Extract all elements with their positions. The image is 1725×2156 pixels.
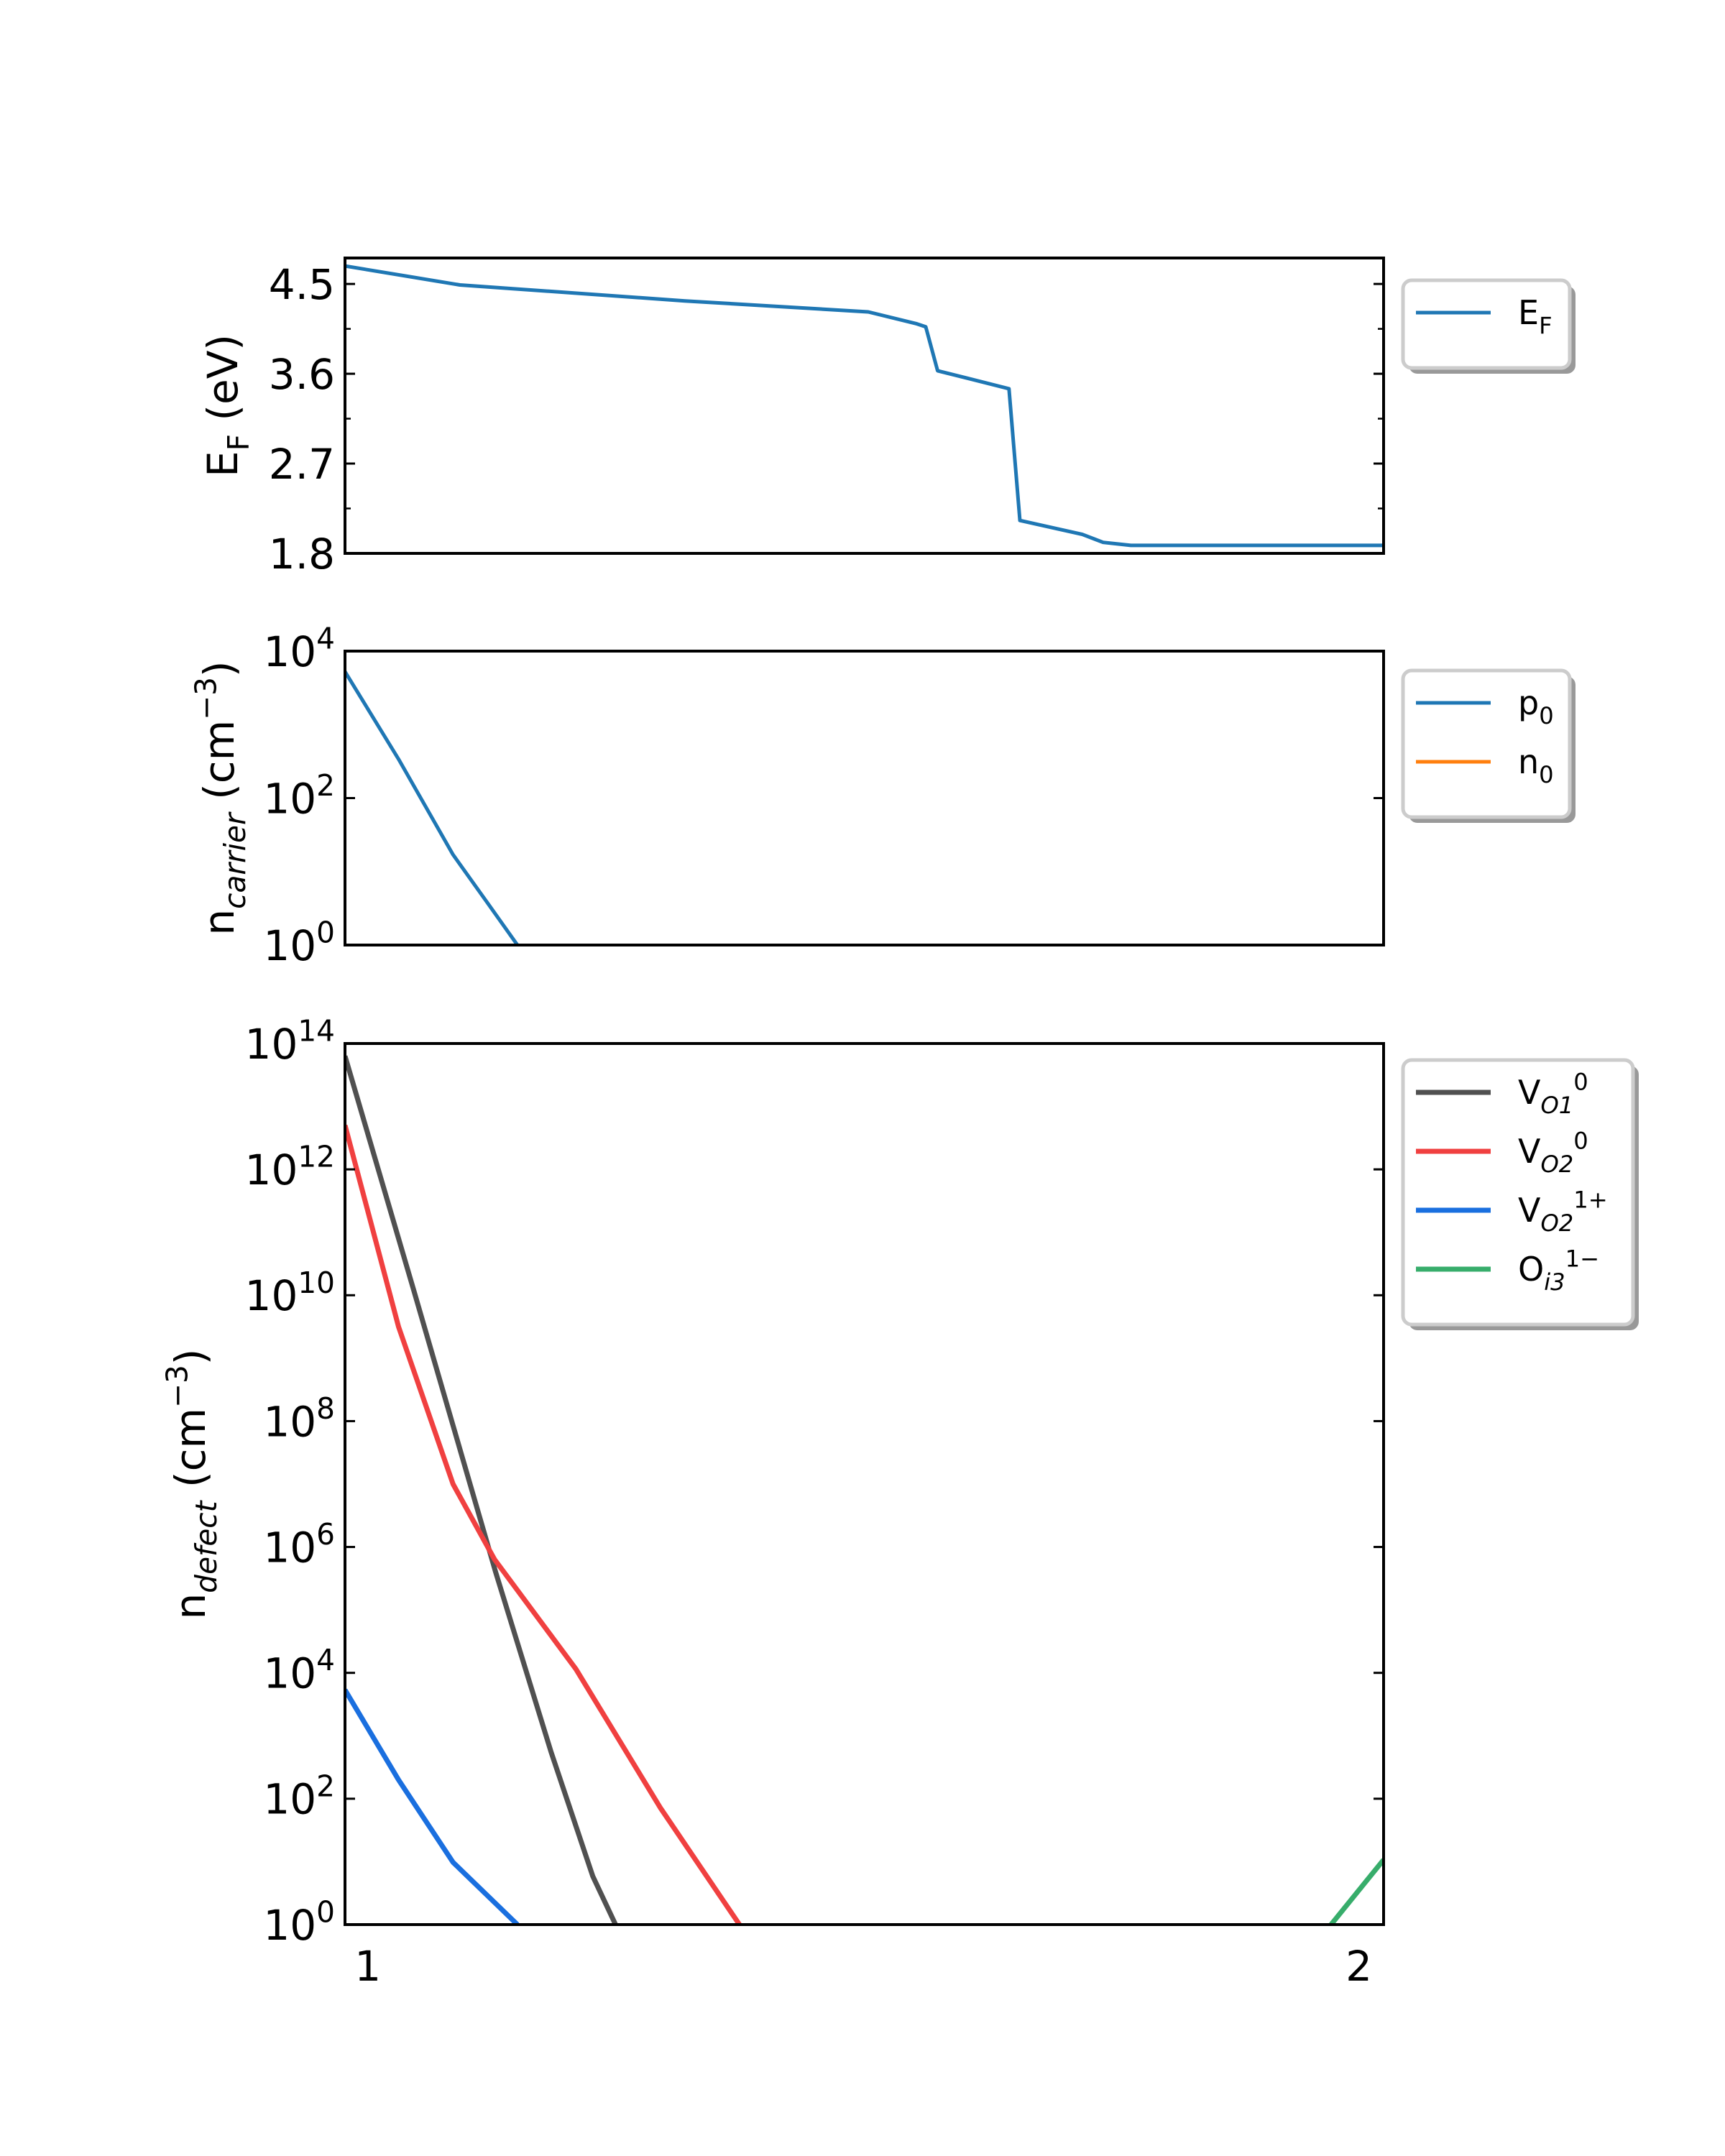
y-tick-label: 4.5 (269, 260, 335, 309)
label-part: (eV) (198, 334, 247, 434)
label-part: 0 (316, 1895, 335, 1930)
label-part: 10 (263, 1901, 316, 1950)
legend: EF (1401, 278, 1576, 374)
label-part: ) (195, 660, 244, 677)
y-tick-label: 102 (263, 768, 335, 823)
label-part: F (221, 434, 256, 451)
series-line (345, 1688, 520, 1925)
fermi-level-panel: 1.82.73.64.5EF (eV)EF (198, 257, 1576, 579)
label-part: F (1539, 312, 1552, 339)
label-part: 6 (316, 1517, 335, 1552)
label-part: E (198, 451, 247, 477)
label-part: i3 (1544, 1268, 1565, 1296)
series-line (345, 264, 1384, 548)
label-part: 14 (298, 1014, 335, 1049)
label-part: n (166, 1593, 215, 1620)
label-part: V (1518, 1073, 1541, 1112)
label-part: 2 (316, 1769, 335, 1803)
legend-label: n0 (1518, 742, 1554, 788)
label-part: 10 (245, 1146, 298, 1194)
label-part: 10 (298, 1266, 335, 1300)
legend-label: VO10 (1518, 1069, 1588, 1119)
y-tick-label: 1014 (245, 1014, 335, 1069)
label-part: 10 (263, 1775, 316, 1824)
y-axis-label: EF (eV) (198, 334, 256, 477)
label-part: n (195, 909, 244, 936)
axes-frame (344, 257, 1385, 555)
label-part: O2 (1540, 1210, 1573, 1237)
label-part: 0 (1539, 702, 1553, 729)
label-part: E (1518, 293, 1539, 332)
label-part: O1 (1540, 1092, 1573, 1119)
axes-frame (344, 650, 1385, 946)
label-part: ) (166, 1349, 215, 1365)
y-tick-label: 1010 (245, 1266, 335, 1320)
y-tick-label: 104 (263, 1643, 335, 1697)
label-part: 2 (316, 768, 335, 803)
legend-label: EF (1518, 293, 1552, 339)
label-part: 0 (1573, 1069, 1588, 1096)
label-part: 10 (263, 774, 316, 823)
label-part: 10 (245, 1271, 298, 1320)
label-part: 1− (1565, 1245, 1599, 1273)
label-part: −3 (160, 1365, 195, 1408)
label-part: 1+ (1573, 1187, 1607, 1214)
label-part: (cm (166, 1408, 215, 1501)
y-axis-label: ncarrier (cm−3) (189, 660, 253, 935)
y-tick-label: 100 (263, 916, 335, 970)
label-part: 4 (316, 1643, 335, 1677)
legend-box (1401, 1058, 1635, 1327)
x-tick-label: 2 (1346, 1942, 1372, 1991)
y-tick-label: 102 (263, 1769, 335, 1823)
series-line (345, 671, 519, 945)
series-line (345, 1124, 742, 1925)
label-part: 0 (1539, 761, 1553, 788)
y-tick-label: 104 (263, 622, 335, 676)
label-part: O2 (1540, 1151, 1573, 1178)
legend-box (1401, 668, 1572, 819)
label-part: 4 (316, 622, 335, 656)
legend-label: VO21+ (1518, 1187, 1608, 1237)
label-part: 10 (263, 1397, 316, 1446)
label-part: O (1518, 1250, 1544, 1289)
label-part: defect (189, 1499, 224, 1593)
legend-box (1401, 278, 1572, 370)
label-part: −3 (189, 677, 224, 720)
axes-frame (344, 1042, 1385, 1926)
legend-label: VO20 (1518, 1128, 1588, 1178)
label-part: 10 (263, 921, 316, 970)
label-part: 8 (316, 1391, 335, 1426)
label-part: 10 (263, 1649, 316, 1698)
y-tick-label: 108 (263, 1391, 335, 1446)
series-line (1329, 1858, 1384, 1925)
label-part: V (1518, 1132, 1541, 1171)
y-tick-label: 2.7 (269, 440, 335, 489)
label-part: (cm (195, 720, 244, 813)
y-tick-label: 100 (263, 1895, 335, 1950)
label-part: 0 (316, 916, 335, 950)
y-tick-label: 1012 (245, 1140, 335, 1194)
y-tick-label: 3.6 (269, 350, 335, 399)
y-tick-label: 106 (263, 1517, 335, 1572)
legend-label: Oi31− (1518, 1245, 1599, 1296)
label-part: p (1518, 683, 1539, 722)
label-part: 10 (263, 1523, 316, 1572)
legend-label: p0 (1518, 683, 1554, 729)
label-part: carrier (218, 811, 252, 909)
label-part: 10 (245, 1020, 298, 1069)
label-part: n (1518, 742, 1539, 781)
label-part: 0 (1573, 1128, 1588, 1155)
y-tick-label: 1.8 (269, 530, 335, 579)
label-part: 12 (298, 1140, 335, 1174)
y-axis-label: ndefect (cm−3) (160, 1349, 224, 1620)
series-line (345, 1055, 618, 1925)
label-part: 10 (263, 627, 316, 676)
label-part: V (1518, 1191, 1541, 1230)
x-tick-label: 1 (354, 1942, 381, 1991)
